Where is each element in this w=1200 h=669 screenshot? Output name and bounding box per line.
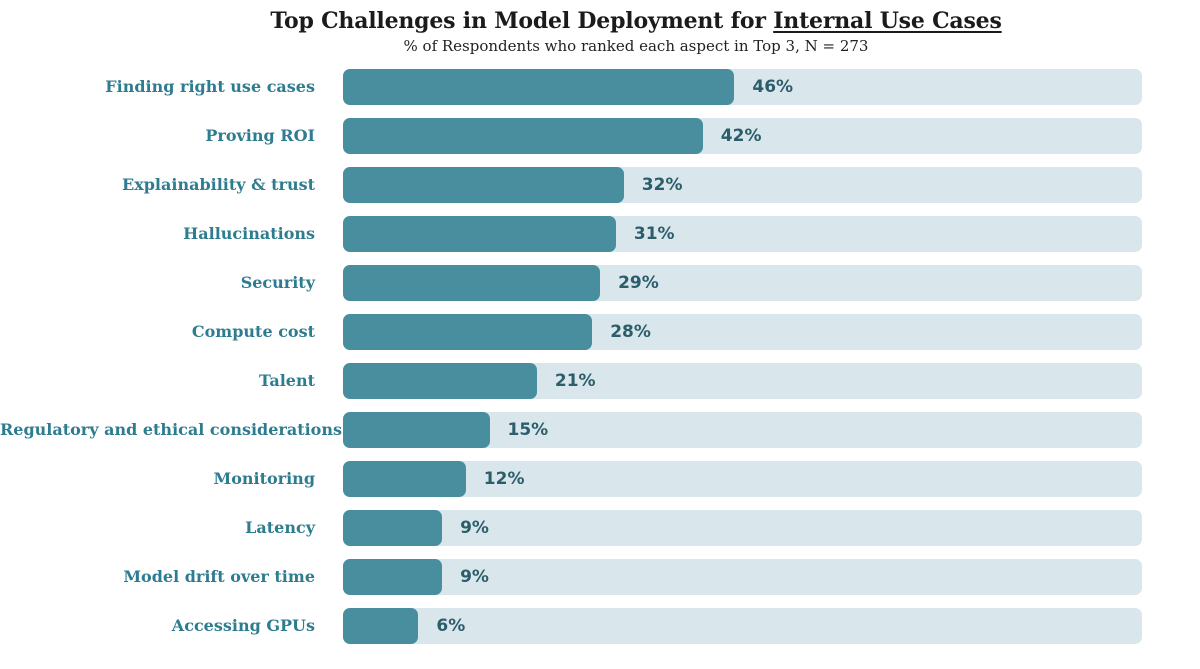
chart-title-text: Top Challenges in Model Deployment for [270, 8, 774, 34]
category-label: Compute cost [191, 322, 315, 341]
value-label: 12% [483, 469, 525, 489]
chart-row: Accessing GPUs 6% [0, 608, 1142, 644]
bar-fill [343, 363, 537, 399]
chart-row: Proving ROI 42% [0, 118, 1142, 154]
bar-fill [343, 265, 601, 301]
bar-track: 46% [343, 69, 1142, 105]
value-label: 28% [610, 322, 651, 342]
bar-track: 9% [343, 510, 1142, 546]
value-label: 9% [460, 567, 489, 587]
bar-fill [343, 118, 703, 154]
bar-fill [343, 216, 616, 252]
chart-row: Talent 21% [0, 363, 1142, 399]
bar-track: 21% [343, 363, 1142, 399]
value-label: 15% [507, 420, 549, 440]
chart-title: Top Challenges in Model Deployment for I… [130, 8, 1142, 35]
chart-row: Explainability & trust 32% [0, 167, 1142, 203]
chart-subtitle: % of Respondents who ranked each aspect … [403, 37, 869, 55]
bar-track: 15% [343, 412, 1142, 448]
bar-chart: Finding right use cases 46% Proving ROI … [0, 69, 1142, 644]
chart-row: Model drift over time 9% [0, 559, 1142, 595]
chart-title-underlined-text: Internal Use Cases [773, 8, 1002, 34]
category-label: Accessing GPUs [171, 616, 315, 635]
chart-row: Hallucinations 31% [0, 216, 1142, 252]
bar-track: 9% [343, 559, 1142, 595]
category-label: Talent [258, 371, 315, 390]
value-label: 6% [436, 616, 466, 636]
chart-row: Regulatory and ethical considerations 15… [0, 412, 1142, 448]
chart-row: Monitoring 12% [0, 461, 1142, 497]
bar-fill [343, 412, 490, 448]
chart-row: Compute cost 28% [0, 314, 1142, 350]
category-label: Finding right use cases [105, 77, 315, 96]
bar-track: 28% [343, 314, 1142, 350]
value-label: 32% [641, 175, 683, 195]
value-label: 31% [633, 224, 675, 244]
bar-track: 42% [343, 118, 1142, 154]
chart-row: Security 29% [0, 265, 1142, 301]
chart-row: Latency 9% [0, 510, 1142, 546]
bar-track: 12% [343, 461, 1142, 497]
bar-fill [343, 461, 466, 497]
bar-fill [343, 608, 419, 644]
bar-fill [343, 167, 624, 203]
bar-track: 31% [343, 216, 1142, 252]
bar-track: 29% [343, 265, 1142, 301]
category-label: Explainability & trust [122, 175, 315, 194]
value-label: 42% [720, 126, 762, 146]
bar-track: 6% [343, 608, 1142, 644]
category-label: Security [240, 273, 315, 292]
chart-row: Finding right use cases 46% [0, 69, 1142, 105]
bar-fill [343, 510, 443, 546]
category-label: Hallucinations [183, 224, 315, 243]
value-label: 46% [752, 77, 794, 97]
value-label: 9% [460, 518, 489, 538]
bar-fill [343, 559, 443, 595]
bar-fill [343, 314, 593, 350]
category-label: Latency [245, 518, 315, 537]
category-label: Monitoring [213, 469, 315, 488]
bar-track: 32% [343, 167, 1142, 203]
category-label: Model drift over time [123, 567, 315, 586]
category-label: Proving ROI [205, 126, 315, 145]
category-label: Regulatory and ethical considerations [0, 420, 342, 439]
value-label: 21% [554, 371, 596, 391]
bar-fill [343, 69, 735, 105]
chart-header: Top Challenges in Model Deployment for I… [0, 0, 1142, 56]
value-label: 29% [618, 273, 659, 293]
